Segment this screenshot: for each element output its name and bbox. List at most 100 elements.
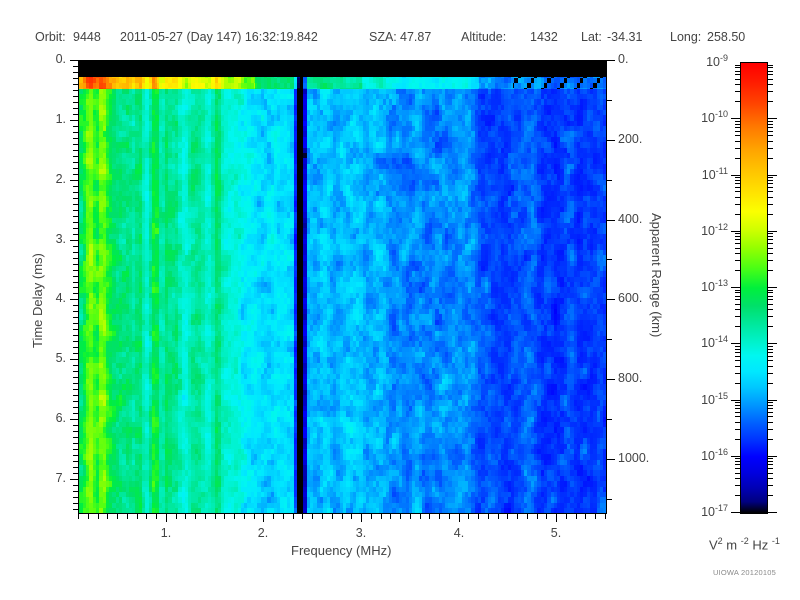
tick-mark bbox=[73, 216, 78, 217]
tick-mark bbox=[73, 108, 78, 109]
tick-mark bbox=[73, 102, 78, 103]
colorbar-tick bbox=[735, 366, 740, 367]
colorbar-tick bbox=[735, 346, 740, 347]
tick-mark bbox=[439, 514, 440, 519]
colorbar-tick-label--10: 10-10 bbox=[701, 109, 728, 126]
tick-mark bbox=[254, 514, 255, 519]
tick-mark bbox=[517, 514, 518, 519]
tick-mark bbox=[73, 84, 78, 85]
tick-mark bbox=[224, 514, 225, 519]
tick-mark bbox=[420, 514, 421, 519]
colorbar-tick bbox=[735, 495, 740, 496]
tick-mark bbox=[73, 150, 78, 151]
right-tick-label-800: 800. bbox=[618, 371, 643, 385]
sza-label: SZA: bbox=[369, 30, 397, 44]
tick-mark bbox=[73, 443, 78, 444]
colorbar-tick bbox=[768, 127, 773, 128]
colorbar-tick bbox=[768, 402, 773, 403]
tick-mark bbox=[73, 126, 78, 127]
observation-datetime: 2011-05-27 (Day 147) 16:32:19.842 bbox=[120, 30, 318, 44]
tick-mark bbox=[585, 514, 586, 519]
tick-mark bbox=[73, 329, 78, 330]
colorbar-tick bbox=[768, 366, 773, 367]
colorbar-tick bbox=[735, 360, 740, 361]
tick-mark bbox=[73, 132, 78, 133]
colorbar-tick bbox=[735, 485, 740, 486]
colorbar-tick bbox=[735, 74, 740, 75]
tick-mark bbox=[73, 365, 78, 366]
tick-mark bbox=[166, 514, 167, 522]
colorbar-tick bbox=[768, 239, 773, 240]
colorbar-unit-label: V2 m -2 Hz -1 bbox=[709, 536, 780, 552]
tick-mark bbox=[556, 514, 557, 522]
tick-mark bbox=[73, 222, 78, 223]
bottom-axis-title: Frequency (MHz) bbox=[291, 543, 392, 558]
colorbar-tick bbox=[735, 141, 740, 142]
tick-mark bbox=[73, 276, 78, 277]
left-tick-label-7: 7. bbox=[55, 471, 66, 485]
colorbar-tick bbox=[768, 175, 777, 176]
tick-mark bbox=[73, 389, 78, 390]
tick-mark bbox=[73, 114, 78, 115]
tick-mark bbox=[73, 509, 78, 510]
colorbar-tick bbox=[768, 473, 773, 474]
tick-mark bbox=[607, 299, 615, 300]
colorbar-gradient bbox=[741, 63, 767, 513]
tick-mark bbox=[73, 323, 78, 324]
tick-mark bbox=[73, 503, 78, 504]
tick-mark bbox=[381, 514, 382, 519]
tick-mark bbox=[459, 514, 460, 522]
tick-mark bbox=[70, 120, 78, 121]
ionogram-plot-area bbox=[78, 60, 607, 514]
colorbar-tick-label--16: 10-16 bbox=[701, 447, 728, 464]
tick-mark bbox=[73, 192, 78, 193]
tick-mark bbox=[73, 473, 78, 474]
colorbar-tick bbox=[735, 408, 740, 409]
tick-mark bbox=[73, 353, 78, 354]
colorbar-tick bbox=[768, 296, 773, 297]
tick-mark bbox=[263, 514, 264, 522]
colorbar-tick bbox=[735, 383, 740, 384]
tick-mark bbox=[283, 514, 284, 519]
tick-mark bbox=[607, 259, 612, 260]
colorbar-tick bbox=[735, 402, 740, 403]
tick-mark bbox=[73, 78, 78, 79]
colorbar-tick bbox=[768, 408, 773, 409]
colorbar-tick bbox=[768, 141, 773, 142]
colorbar-tick bbox=[735, 124, 740, 125]
bottom-tick-label-5: 5. bbox=[550, 526, 562, 540]
tick-mark bbox=[371, 514, 372, 519]
colorbar-tick bbox=[768, 468, 773, 469]
colorbar-tick bbox=[735, 468, 740, 469]
colorbar-tick bbox=[735, 71, 740, 72]
tick-mark bbox=[73, 234, 78, 235]
tick-mark bbox=[73, 377, 78, 378]
colorbar-tick bbox=[768, 352, 773, 353]
tick-mark bbox=[478, 514, 479, 519]
colorbar-tick bbox=[768, 299, 773, 300]
colorbar-tick bbox=[735, 422, 740, 423]
tick-mark bbox=[607, 180, 612, 181]
tick-mark bbox=[312, 514, 313, 519]
right-tick-label-0: 0. bbox=[618, 52, 629, 66]
left-tick-label-4: 4. bbox=[55, 291, 66, 305]
colorbar-tick bbox=[735, 309, 740, 310]
tick-mark bbox=[73, 264, 78, 265]
bottom-tick-label-4: 4. bbox=[453, 526, 465, 540]
colorbar-tick bbox=[731, 512, 740, 513]
tick-mark bbox=[73, 461, 78, 462]
colorbar-tick-label--9: 10-9 bbox=[706, 53, 728, 70]
colorbar bbox=[740, 62, 768, 514]
colorbar-tick bbox=[735, 356, 740, 357]
longitude-label: Long: bbox=[670, 30, 702, 44]
tick-mark bbox=[73, 371, 78, 372]
tick-mark bbox=[73, 96, 78, 97]
colorbar-tick bbox=[768, 191, 773, 192]
colorbar-tick bbox=[735, 316, 740, 317]
right-tick-label-400: 400. bbox=[618, 212, 643, 226]
tick-mark bbox=[73, 467, 78, 468]
tick-mark bbox=[73, 347, 78, 348]
tick-mark bbox=[73, 425, 78, 426]
colorbar-tick bbox=[768, 464, 773, 465]
colorbar-tick bbox=[768, 180, 773, 181]
